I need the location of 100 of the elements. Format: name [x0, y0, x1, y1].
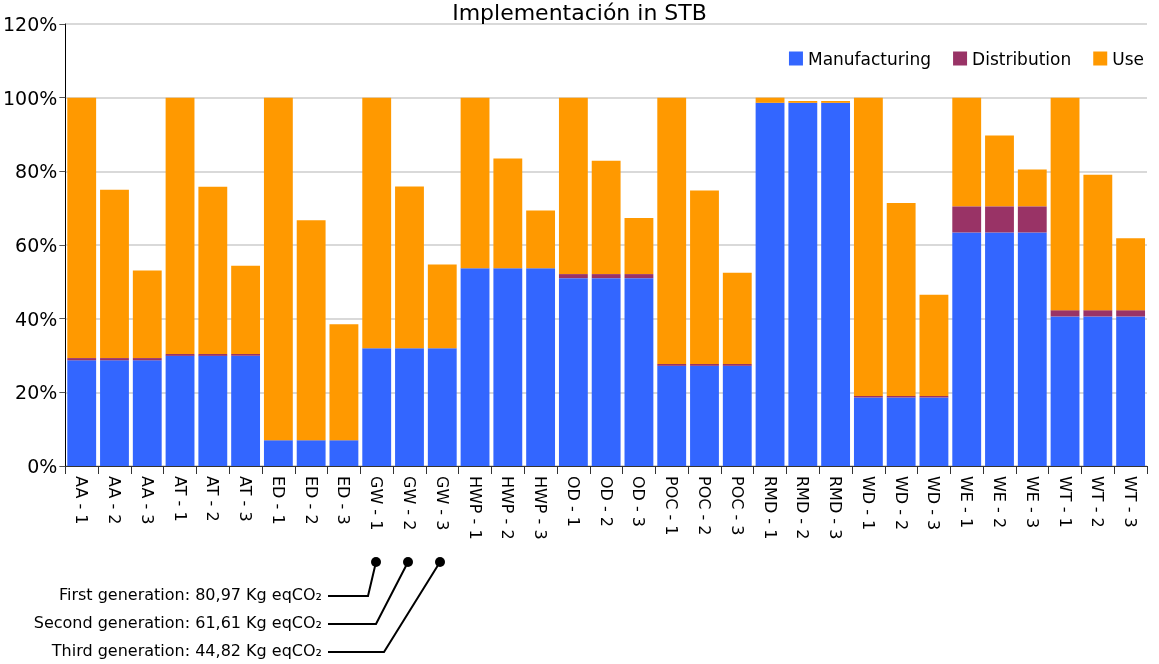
bar [460, 268, 490, 466]
bar [1017, 206, 1047, 233]
bar [952, 97, 982, 207]
x-tick-label: GW - 3 [432, 476, 452, 531]
y-tick-label: 0% [27, 455, 58, 477]
bar [427, 348, 457, 466]
bar [788, 102, 818, 466]
bar [1083, 310, 1113, 317]
legend-label: Manufacturing [807, 48, 932, 69]
x-tick-label: AT - 2 [203, 476, 223, 522]
bar [853, 397, 883, 466]
bar [395, 348, 424, 466]
bar [1017, 232, 1047, 466]
bar [952, 206, 982, 233]
text: First generation: 80,97 Kg eqCO₂ [58, 584, 322, 604]
x-tick-label: RMD - 2 [793, 476, 813, 540]
bar [657, 97, 687, 364]
bar [821, 102, 851, 466]
bar [558, 97, 588, 275]
bar [100, 358, 129, 361]
x-tick-label: AA - 3 [137, 476, 157, 525]
bar [263, 97, 293, 441]
bar [67, 360, 97, 466]
bar [886, 203, 916, 397]
x-tick-label: ED - 3 [334, 476, 354, 525]
y-tick-label: 20% [15, 381, 58, 404]
bar [1050, 97, 1080, 311]
bar [919, 397, 949, 466]
x-tick-label: ED - 1 [268, 476, 288, 525]
x-tick-label: WT - 2 [1088, 476, 1108, 528]
bar [1050, 316, 1080, 466]
bar [1116, 238, 1146, 311]
bar [690, 365, 719, 466]
bar [624, 278, 654, 466]
bar [296, 220, 326, 441]
x-tick-label: POC - 3 [727, 476, 747, 536]
bar [165, 97, 195, 355]
bar [132, 270, 162, 359]
bar [231, 355, 261, 466]
bar [493, 268, 523, 466]
x-tick-label: WE - 1 [957, 476, 977, 529]
bar [427, 264, 457, 349]
bar [198, 186, 228, 355]
x-tick-label: GW - 2 [399, 476, 419, 531]
bar [624, 274, 654, 279]
bar [132, 358, 162, 361]
bar [231, 265, 261, 355]
x-tick-label: HWP - 3 [531, 476, 551, 540]
legend-label: Use [1112, 48, 1145, 69]
bar [1116, 310, 1146, 317]
bar [362, 348, 392, 466]
bar [919, 294, 949, 397]
bar [558, 274, 588, 279]
x-tick-label: AA - 2 [104, 476, 124, 525]
bar [296, 440, 326, 466]
bar [165, 355, 195, 466]
legend-label: Distribution [972, 48, 1072, 69]
bar [1116, 316, 1146, 466]
bar [886, 397, 916, 466]
bar [67, 358, 97, 361]
bar [362, 97, 392, 349]
x-tick-label: WD - 1 [858, 476, 878, 531]
bar [591, 278, 621, 466]
bar [526, 210, 556, 269]
x-tick-label: WE - 3 [1022, 476, 1042, 529]
bar [329, 440, 359, 466]
bar [329, 324, 359, 441]
bar [460, 97, 490, 269]
x-tick-label: WE - 2 [990, 476, 1009, 529]
x-tick-label: WT - 3 [1121, 476, 1141, 528]
y-tick-label: 120% [2, 13, 58, 35]
text: Third generation: 44,82 Kg eqCO₂ [50, 640, 322, 660]
bar [722, 272, 752, 364]
x-tick-label: WT - 1 [1055, 476, 1075, 528]
bar [755, 102, 785, 466]
bar [1017, 169, 1047, 207]
bar [132, 360, 162, 466]
bar [198, 355, 228, 466]
x-tick-label: RMD - 3 [826, 476, 846, 540]
bar [67, 97, 97, 359]
x-tick-label: OD - 2 [596, 476, 616, 528]
bar [1083, 316, 1113, 466]
x-tick-label: HWP - 2 [498, 476, 518, 540]
bar [526, 268, 556, 466]
y-tick-label: 40% [15, 307, 58, 330]
x-tick-label: OD - 3 [629, 476, 649, 528]
x-tick-label: HWP - 1 [465, 476, 485, 540]
y-tick-label: 60% [15, 234, 58, 256]
bar [395, 186, 424, 349]
bar [1050, 310, 1080, 317]
x-tick-label: AA - 1 [72, 476, 92, 525]
x-tick-label: ED - 2 [301, 476, 321, 525]
x-tick-label: POC - 2 [694, 476, 714, 536]
bar [985, 135, 1014, 207]
y-tick-label: 80% [15, 160, 58, 183]
bar [591, 160, 621, 275]
x-tick-label: WD - 3 [924, 476, 944, 531]
chart-title: Implementación in STB [452, 0, 707, 25]
x-tick-label: OD - 1 [563, 476, 583, 528]
text: Second generation: 61,61 Kg eqCO₂ [33, 612, 322, 632]
